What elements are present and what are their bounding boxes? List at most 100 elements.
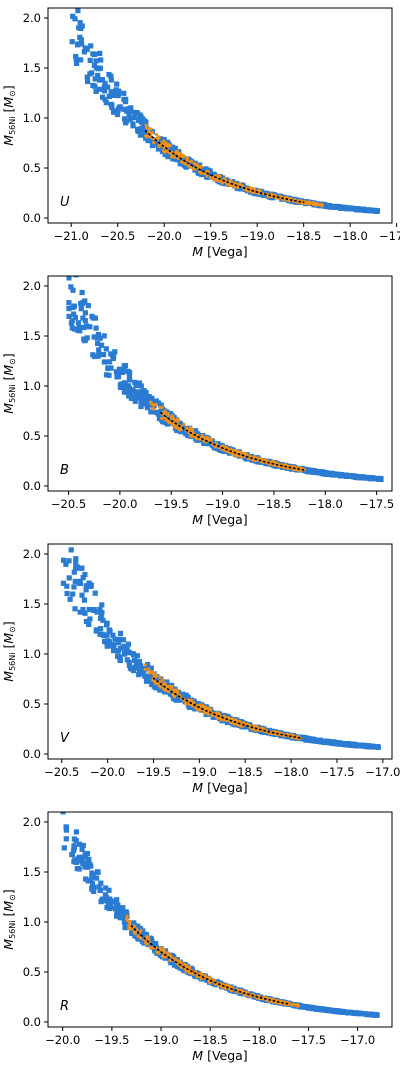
data-point-dot: [144, 123, 148, 127]
x-tick-label: −17.5: [291, 1033, 326, 1047]
data-point-dot: [176, 419, 180, 423]
data-point-square: [104, 632, 110, 638]
data-point-square: [141, 668, 147, 674]
data-point-square: [104, 643, 110, 649]
data-point-square: [102, 88, 108, 94]
data-point-square: [157, 687, 163, 693]
series-orange-dots: [144, 123, 324, 208]
x-tick-label: −19.5: [136, 765, 171, 779]
y-tick-label: 1.5: [23, 597, 41, 611]
data-point-square: [79, 23, 85, 29]
data-point-square: [87, 324, 93, 330]
data-point-dot: [169, 954, 173, 958]
data-point-square: [121, 106, 127, 112]
data-point-square: [141, 940, 147, 946]
data-point-square: [126, 650, 132, 656]
data-point-dot: [149, 127, 153, 131]
data-point-square: [120, 369, 126, 375]
data-point-square: [308, 736, 314, 742]
data-point-dot: [158, 405, 162, 409]
data-point-dot: [161, 678, 165, 682]
data-point-square: [366, 1012, 372, 1018]
data-point-square: [128, 109, 134, 115]
data-point-square: [69, 318, 75, 324]
data-point-square: [150, 680, 156, 686]
data-point-square: [339, 1009, 345, 1015]
y-axis-label: M56Ni [M⊙]: [1, 889, 17, 949]
data-point-square: [93, 65, 100, 71]
data-point-square: [99, 610, 105, 616]
data-point-dot: [196, 703, 200, 707]
data-point-square: [69, 39, 75, 45]
data-point-square: [185, 432, 191, 439]
data-point-dot: [252, 187, 257, 191]
data-point-square: [88, 583, 94, 589]
data-point-square: [116, 640, 122, 646]
data-point-square: [339, 741, 345, 747]
plot-area: [60, 547, 381, 750]
series-dotted-line: [160, 412, 306, 471]
data-point-square: [193, 430, 199, 436]
data-point-dot: [190, 704, 194, 708]
data-point-square: [153, 141, 159, 147]
data-point-dot: [320, 204, 324, 208]
data-point-square: [72, 578, 78, 584]
data-point-dot: [133, 932, 137, 936]
data-point-dot: [202, 439, 206, 443]
data-point-square: [93, 58, 99, 64]
data-point-square: [312, 1005, 318, 1011]
data-point-square: [93, 325, 99, 331]
data-point-square: [64, 583, 70, 589]
data-point-dot: [143, 667, 147, 671]
data-point-square: [106, 887, 112, 893]
data-point-square: [345, 473, 352, 479]
axes-frame: [47, 543, 393, 760]
data-point-square: [183, 163, 189, 169]
data-point-square: [98, 880, 104, 886]
data-point-square: [197, 162, 203, 168]
data-point-square: [352, 742, 358, 748]
data-point-dot: [222, 718, 226, 722]
data-point-dot: [257, 192, 261, 196]
panel-label: R: [60, 999, 69, 1014]
y-tick-label: 0.5: [23, 697, 41, 711]
data-point-square: [125, 641, 132, 647]
data-point-square: [118, 915, 124, 921]
data-point-square: [99, 77, 105, 83]
data-point-square: [177, 157, 183, 164]
data-point-dot: [171, 423, 176, 427]
data-point-square: [104, 904, 110, 910]
x-tick-label: −18.5: [193, 1033, 228, 1047]
data-point-square: [75, 856, 81, 862]
data-point-square: [132, 398, 138, 404]
data-point-square: [198, 166, 204, 172]
data-point-square: [108, 73, 114, 79]
data-point-square: [114, 81, 120, 87]
series-blue-squares: [69, 8, 380, 214]
panel-label: V: [60, 731, 70, 746]
data-point-square: [134, 661, 140, 667]
x-tick-label: −20.5: [100, 229, 135, 243]
data-point-square: [71, 584, 77, 590]
data-point-square: [118, 381, 125, 387]
data-point-dot: [178, 959, 182, 963]
data-point-square: [177, 161, 183, 167]
data-point-square: [117, 910, 123, 916]
y-axis-label: M56Ni [M⊙]: [1, 621, 17, 681]
data-point-square: [80, 607, 86, 613]
data-point-square: [360, 206, 366, 212]
data-point-square: [66, 306, 72, 312]
data-point-square: [70, 13, 76, 19]
data-point-square: [116, 374, 122, 380]
data-point-square: [195, 701, 201, 707]
x-tick-label: −18.0: [242, 1033, 277, 1047]
data-point-square: [187, 160, 193, 166]
data-point-square: [122, 381, 128, 387]
data-point-square: [176, 149, 182, 155]
data-point-dot: [212, 978, 216, 982]
data-point-square: [322, 202, 328, 208]
data-point-square: [74, 60, 80, 66]
data-point-dot: [183, 162, 187, 166]
data-point-square: [113, 87, 119, 93]
data-point-dot: [158, 675, 162, 680]
